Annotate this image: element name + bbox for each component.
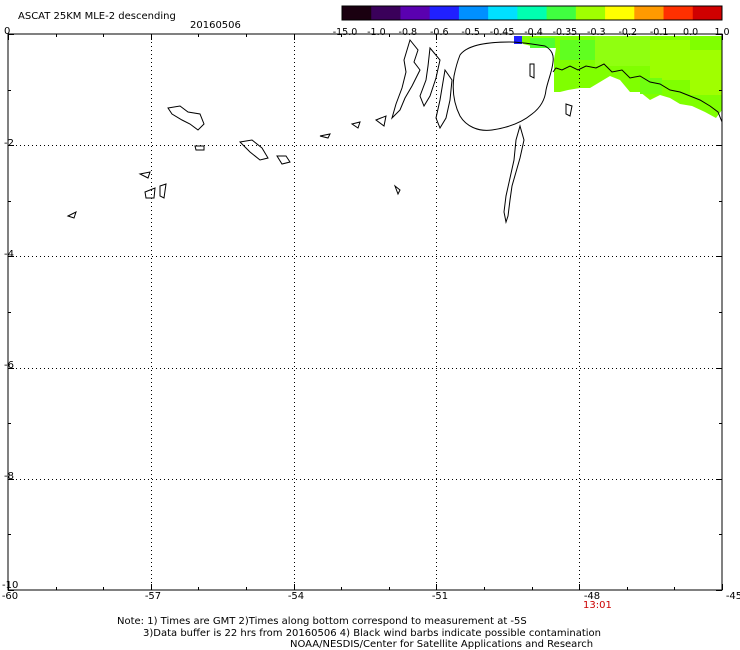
colorbar-label: -1.0 — [367, 27, 386, 38]
coastline-island — [138, 171, 151, 179]
colorbar-swatch — [575, 6, 606, 20]
coastline-island — [565, 103, 573, 117]
lat-label: 0 — [4, 26, 11, 37]
coastline-east — [552, 63, 723, 123]
colorbar-frame — [341, 5, 723, 21]
lat-label: -8 — [4, 471, 14, 482]
coastline-island — [238, 139, 269, 161]
colorbar-label: -0.5 — [461, 27, 480, 38]
footer-note-line1: Note: 1) Times are GMT 2)Times along bot… — [117, 616, 527, 627]
coastline-island — [167, 105, 205, 131]
coastline-island — [419, 46, 441, 108]
lon-label: -54 — [287, 591, 305, 602]
colorbar-swatch — [605, 6, 635, 20]
footer-note-line2: 3)Data buffer is 22 hrs from 20160506 4)… — [143, 628, 601, 639]
lat-label: -10 — [2, 580, 19, 591]
coastline — [66, 38, 723, 224]
colorbar-swatch — [634, 6, 665, 20]
coastline-island — [390, 38, 421, 120]
wind-data-swath — [514, 36, 722, 118]
coastline-marajo — [452, 41, 554, 131]
colorbar-swatch — [692, 6, 723, 20]
coastline-island — [159, 183, 167, 199]
coastline-island — [435, 68, 453, 130]
data-swath-tile — [650, 40, 690, 80]
colorbar-swatch — [546, 6, 577, 20]
data-swath-tile — [690, 50, 722, 95]
footer-credit: NOAA/NESDIS/Center for Satellite Applica… — [290, 639, 594, 650]
lat-label: -6 — [4, 360, 14, 371]
map-frame — [7, 33, 723, 591]
time-label: 13:01 — [583, 600, 612, 611]
colorbar — [341, 5, 723, 21]
colorbar-label: 0.0 — [683, 27, 699, 38]
data-swath-tile — [640, 78, 662, 94]
data-swath-tile — [560, 40, 595, 60]
colorbar-label: -0.35 — [552, 27, 578, 38]
colorbar-label: 1.0 — [714, 27, 730, 38]
colorbar-label: -0.6 — [429, 27, 449, 38]
map-date: 20160506 — [190, 20, 241, 31]
colorbar-swatch — [342, 6, 372, 20]
coastline-island — [276, 155, 291, 165]
colorbar-swatch — [663, 6, 694, 20]
colorbar-swatch — [400, 6, 431, 20]
data-swath-tile — [530, 38, 555, 48]
map-title: ASCAT 25KM MLE-2 descending — [18, 11, 176, 22]
colorbar-swatch — [517, 6, 548, 20]
lon-label: -45 — [725, 591, 740, 602]
colorbar-label: -0.4 — [524, 27, 543, 38]
colorbar-labels: -15.0 -1.0 -0.8 -0.6 -0.5 -0.45 -0.4 -0.35 -0.3 -… — [0, 28, 740, 38]
coastline-tocantins — [503, 124, 525, 224]
colorbar-swatch — [429, 6, 460, 20]
coastline-island — [374, 115, 387, 127]
lat-label: -4 — [4, 249, 14, 260]
lon-label: -60 — [1, 591, 19, 602]
colorbar-label: -0.3 — [587, 27, 606, 38]
colorbar-label: -0.45 — [489, 27, 515, 38]
colorbar-swatch — [371, 6, 401, 20]
coastline-island — [144, 187, 156, 199]
lon-label: -57 — [144, 591, 162, 602]
lon-label: -51 — [431, 591, 449, 602]
data-swath-tile — [514, 36, 522, 44]
coastline-island — [66, 211, 77, 219]
colorbar-swatch — [488, 6, 518, 20]
coastline-island — [529, 63, 535, 79]
coastline-island — [319, 133, 331, 139]
coastline-island — [393, 184, 401, 196]
colorbar-label: -15.0 — [332, 27, 358, 38]
lat-label: -2 — [4, 138, 14, 149]
colorbar-label: -0.8 — [398, 27, 418, 38]
colorbar-label: -0.2 — [618, 27, 638, 38]
axis-ticks — [8, 34, 723, 591]
coastline-island — [350, 121, 361, 129]
colorbar-swatch — [458, 6, 489, 20]
data-swath-tile — [595, 36, 650, 66]
lon-label: -48 — [583, 591, 601, 602]
colorbar-label: -0.1 — [649, 27, 669, 38]
map-grid — [8, 34, 722, 590]
coastline-island — [194, 145, 205, 151]
